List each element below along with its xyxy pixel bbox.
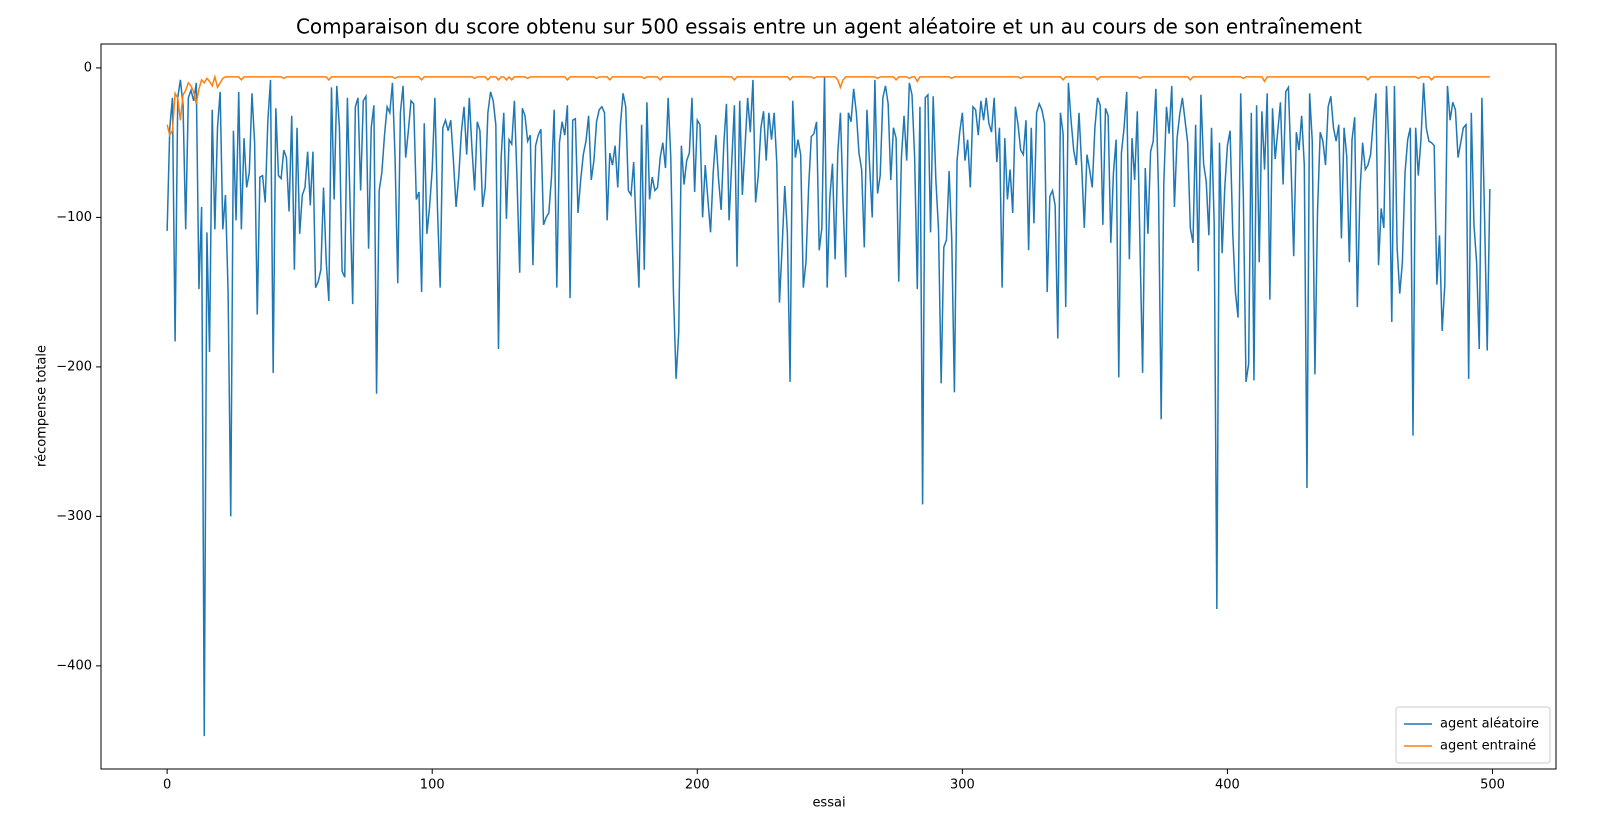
y-tick-label: 0 <box>84 60 92 75</box>
y-tick-label: −200 <box>56 359 92 374</box>
series-line <box>166 74 1490 138</box>
x-tick-label: 500 <box>1480 778 1505 793</box>
plot-frame <box>100 43 1557 770</box>
y-tick-label: −300 <box>56 509 92 524</box>
legend-label: agent entrainé <box>1440 739 1536 754</box>
x-tick-label: 200 <box>685 778 710 793</box>
legend-label: agent aléatoire <box>1440 717 1539 732</box>
chart-title: Comparaison du score obtenu sur 500 essa… <box>296 15 1362 39</box>
x-tick-label: 100 <box>420 778 445 793</box>
x-tick-label: 300 <box>950 778 975 793</box>
y-axis-label: récompense totale <box>35 345 50 467</box>
series-line <box>166 76 1491 737</box>
x-axis-label: essai <box>812 796 845 811</box>
y-tick-label: −100 <box>56 210 92 225</box>
x-tick-label: 0 <box>163 778 171 793</box>
x-tick-label: 400 <box>1215 778 1240 793</box>
legend-box <box>1395 706 1551 764</box>
y-tick-label: −400 <box>56 658 92 673</box>
